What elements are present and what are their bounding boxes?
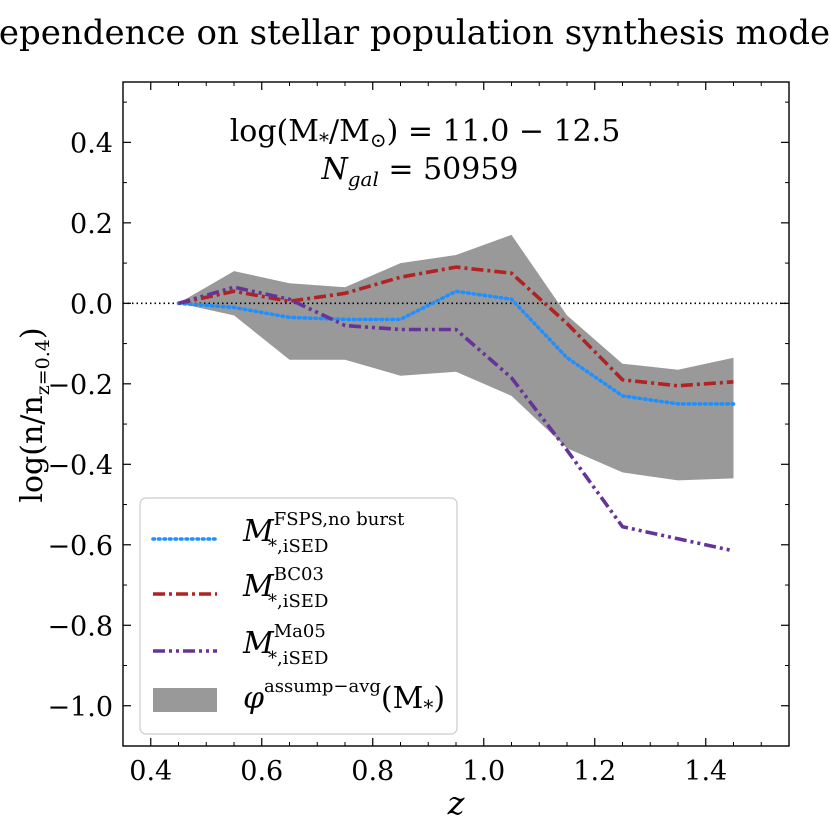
x-axis-label: z — [447, 784, 466, 822]
y-tick-label: −1.0 — [47, 692, 113, 723]
y-axis-label-sub: z=0.4 — [32, 339, 54, 395]
legend-frame — [139, 497, 458, 735]
legend-label-band-sub: * — [423, 695, 433, 719]
legend-label-band-main: φ — [243, 681, 264, 716]
legend-label-fsps-main: M — [242, 514, 275, 549]
uncertainty-band — [178, 234, 734, 481]
legend-label-ma05-sup: Ma05 — [274, 621, 326, 642]
y-axis-label-close: ) — [15, 327, 50, 339]
annotation-ngal-prefix: N — [320, 152, 349, 187]
legend-label-ma05-main: M — [242, 626, 275, 661]
legend-label-band-close: ) — [433, 681, 445, 716]
x-tick-label: 1.2 — [573, 756, 616, 787]
series-line-bc03 — [178, 265, 734, 388]
legend-label-bc03-sup: BC03 — [274, 564, 324, 585]
legend-label-band: φassump−avg(M*) — [243, 676, 445, 719]
annotation-mass-suffix: ) = 11.0 − 12.5 — [387, 114, 621, 149]
y-tick-label: 0.0 — [70, 289, 113, 320]
annotation-mass-range: log(M*/M⊙) = 11.0 − 12.5 — [230, 114, 621, 152]
annotation: log(M*/M⊙) = 11.0 − 12.5 Ngal = 50959 — [230, 114, 621, 191]
legend-label-fsps-sub: *,iSED — [268, 536, 328, 557]
legend-label-band-sup: assump−avg — [264, 676, 381, 697]
annotation-ngal: Ngal = 50959 — [320, 152, 518, 191]
legend-label-ma05-sub: *,iSED — [268, 648, 328, 669]
y-tick-label: 0.4 — [70, 128, 113, 159]
annotation-mass-sub1: * — [319, 128, 329, 152]
chart-title: Dependence on stellar population synthes… — [0, 13, 830, 53]
x-tick-label: 1.0 — [462, 756, 505, 787]
x-tick-label: 0.6 — [240, 756, 283, 787]
y-axis-label: log(n/nz=0.4) — [15, 327, 54, 502]
y-tick-label: 0.2 — [70, 209, 113, 240]
plot-area: 0.4 0.6 0.8 1.0 1.2 1.4 0.4 0.2 0.0 −0.2 −0.4 −0.6 −… — [47, 81, 790, 787]
y-tick-label: −0.4 — [47, 450, 113, 481]
series-line-fsps — [176, 289, 736, 406]
x-tick-label: 0.4 — [129, 756, 172, 787]
annotation-mass-mid: /M — [329, 114, 370, 149]
annotation-mass-prefix: log(M — [230, 114, 319, 149]
legend-label-ma05: MMa05 — [242, 621, 326, 661]
y-tick-label: −0.2 — [47, 370, 113, 401]
y-axis-label-main: log(n/n — [15, 395, 50, 502]
legend-label-bc03-main: M — [242, 569, 275, 604]
legend-label-fsps: MFSPS,no burst — [242, 509, 405, 549]
x-tick-label: 1.4 — [684, 756, 727, 787]
legend-label-bc03: MBC03 — [242, 564, 324, 604]
legend-label-band-tail: (M — [381, 681, 423, 716]
series-line-ma05 — [177, 285, 734, 553]
legend-label-fsps-sup: FSPS,no burst — [274, 509, 405, 530]
legend: MFSPS,no burst *,iSED MBC03 *,iSED MMa05… — [139, 497, 458, 735]
legend-swatch-band — [153, 688, 217, 712]
x-tick-label: 0.8 — [351, 756, 394, 787]
legend-label-bc03-sub: *,iSED — [268, 591, 328, 612]
annotation-ngal-suffix: = 50959 — [379, 152, 519, 187]
annotation-ngal-sub: gal — [348, 167, 379, 191]
annotation-mass-sub2: ⊙ — [370, 128, 387, 152]
y-tick-label: −0.8 — [47, 611, 113, 642]
y-tick-label: −0.6 — [47, 531, 113, 562]
